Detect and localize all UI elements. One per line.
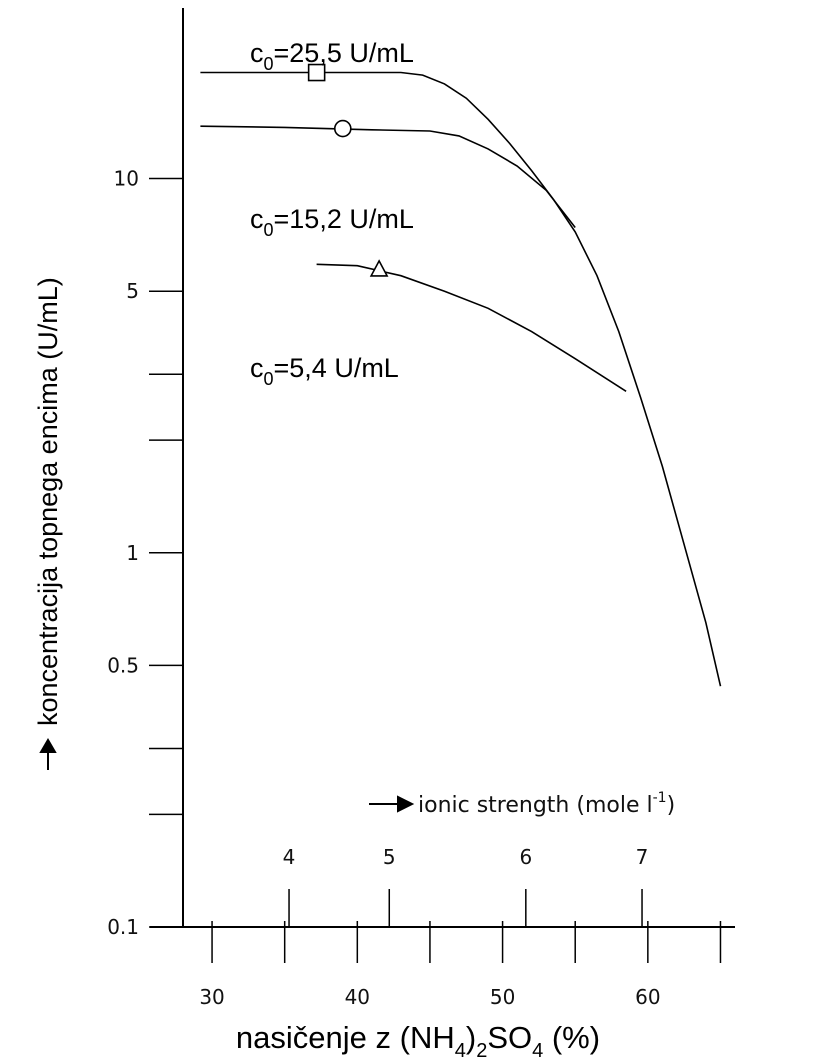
x-tick-label: 60 — [635, 985, 660, 1009]
secondary-axis-label-group: ionic strength (mole l-1) — [369, 790, 675, 818]
ticks: 0.1 0.5 1 5 10 30 40 50 60 4 5 6 7 — [107, 167, 722, 1009]
series-line-1 — [200, 125, 576, 228]
secondary-tick-label: 6 — [519, 845, 532, 869]
series-group — [200, 63, 722, 687]
x-axis-label: nasičenje z (NH4)2SO4 (%) — [236, 1020, 600, 1062]
right-arrow-icon — [369, 795, 415, 813]
series-label-25: c0=25,5 U/mL — [250, 38, 414, 74]
x-tick-label: 50 — [490, 985, 515, 1009]
up-arrow-icon — [39, 738, 57, 770]
secondary-tick-label: 7 — [636, 845, 649, 869]
y-tick-label: 1 — [126, 541, 139, 565]
y-tick-label: 5 — [126, 279, 139, 303]
secondary-axis-label: ionic strength (mole l-1) — [418, 790, 675, 818]
y-axis-label: koncentracija topnega encima (U/mL) — [33, 277, 63, 726]
y-tick-label: 0.5 — [107, 653, 139, 677]
x-tick-label: 40 — [345, 985, 370, 1009]
y-axis-label-group: koncentracija topnega encima (U/mL) — [33, 277, 63, 770]
series-line-2 — [316, 263, 627, 392]
x-tick-label: 30 — [199, 985, 224, 1009]
secondary-tick-label: 4 — [283, 845, 296, 869]
axes — [150, 8, 735, 928]
series-label-5: c0=5,4 U/mL — [250, 353, 399, 389]
square-marker — [307, 63, 326, 82]
y-tick-label: 10 — [114, 167, 139, 191]
circle-marker — [333, 119, 352, 138]
secondary-tick-label: 5 — [383, 845, 396, 869]
series-label-15: c0=15,2 U/mL — [250, 204, 414, 240]
y-tick-label: 0.1 — [107, 915, 139, 939]
triangle-marker — [369, 259, 389, 277]
